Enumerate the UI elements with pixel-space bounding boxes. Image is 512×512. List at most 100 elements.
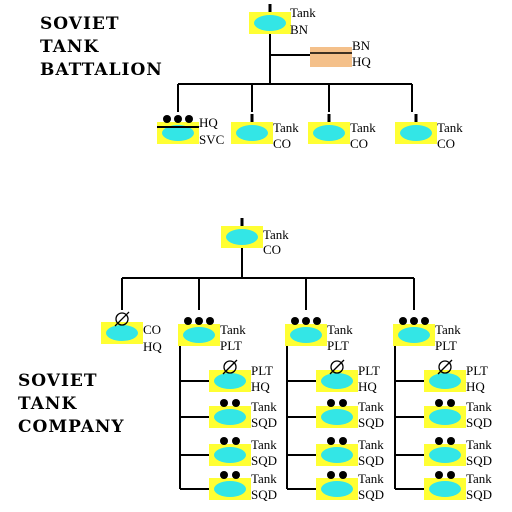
tank-squad-symbol bbox=[424, 471, 466, 500]
echelon-bar bbox=[268, 4, 272, 12]
unit-label: SQD bbox=[358, 487, 385, 502]
tank-squad-symbol bbox=[209, 399, 251, 428]
tank-ellipse bbox=[214, 373, 246, 389]
unit-label: Tank bbox=[290, 5, 316, 20]
tank-platoon-symbol bbox=[285, 317, 327, 346]
unit-label: CO bbox=[143, 322, 162, 337]
echelon-dot bbox=[220, 437, 228, 445]
unit-label: HQ bbox=[466, 379, 485, 394]
echelon-dot bbox=[232, 471, 240, 479]
unit-label: SVC bbox=[199, 132, 225, 147]
tank-company-symbol bbox=[308, 114, 350, 144]
unit-label: HQ bbox=[143, 339, 162, 354]
tank-ellipse bbox=[429, 373, 461, 389]
echelon-dot bbox=[435, 399, 443, 407]
tank-squad-symbol bbox=[316, 471, 358, 500]
unit-label: Tank bbox=[466, 471, 492, 486]
unit-label: Tank bbox=[251, 471, 277, 486]
tank-squad-symbol bbox=[316, 437, 358, 466]
tank-company-symbol bbox=[221, 218, 263, 248]
echelon-dot bbox=[327, 437, 335, 445]
tank-ellipse bbox=[290, 327, 322, 343]
tank-ellipse bbox=[183, 327, 215, 343]
headquarters-circle bbox=[115, 312, 129, 326]
echelon-bar bbox=[327, 114, 331, 122]
echelon-dot bbox=[399, 317, 407, 325]
tank-ellipse bbox=[321, 481, 353, 497]
unit-label: Tank bbox=[273, 120, 299, 135]
headquarters-circle bbox=[438, 360, 452, 374]
echelon-dot bbox=[313, 317, 321, 325]
headquarters-circle bbox=[223, 360, 237, 374]
tank-ellipse bbox=[214, 447, 246, 463]
unit-label: PLT bbox=[327, 338, 349, 353]
echelon-bar bbox=[414, 114, 418, 122]
battalion-heading-line: TANK bbox=[40, 37, 100, 57]
tank-ellipse bbox=[429, 447, 461, 463]
tank-ellipse bbox=[429, 409, 461, 425]
company-heading-line: SOVIET bbox=[18, 371, 98, 391]
echelon-dot bbox=[232, 437, 240, 445]
unit-label: HQ bbox=[251, 379, 270, 394]
headquarters-slash bbox=[222, 359, 238, 375]
headquarters-slash bbox=[114, 311, 130, 327]
tank-ellipse bbox=[226, 229, 258, 245]
company-heading: SOVIET TANK COMPANY bbox=[18, 370, 125, 439]
echelon-bar bbox=[240, 218, 244, 226]
tank-platoon-symbol bbox=[178, 317, 220, 346]
unit-label: Tank bbox=[466, 399, 492, 414]
unit-label: HQ bbox=[199, 115, 218, 130]
echelon-dot bbox=[339, 399, 347, 407]
tank-company-symbol bbox=[231, 114, 273, 144]
unit-label: HQ bbox=[358, 379, 377, 394]
tank-squad-symbol bbox=[209, 471, 251, 500]
echelon-dot bbox=[421, 317, 429, 325]
unit-label: Tank bbox=[263, 227, 289, 242]
unit-label: Tank bbox=[251, 437, 277, 452]
tank-ellipse bbox=[313, 125, 345, 141]
tank-ellipse bbox=[321, 409, 353, 425]
echelon-dot bbox=[195, 317, 203, 325]
tank-squad-symbol bbox=[209, 437, 251, 466]
unit-label: PLT bbox=[435, 338, 457, 353]
echelon-dot bbox=[339, 471, 347, 479]
echelon-dot bbox=[435, 437, 443, 445]
echelon-dot bbox=[339, 437, 347, 445]
company-heading-line: COMPANY bbox=[18, 417, 125, 437]
unit-label: SQD bbox=[358, 415, 385, 430]
echelon-dot bbox=[410, 317, 418, 325]
unit-label: Tank bbox=[220, 322, 246, 337]
echelon-dot bbox=[220, 471, 228, 479]
echelon-dot bbox=[206, 317, 214, 325]
unit-label: Tank bbox=[435, 322, 461, 337]
unit-label: SQD bbox=[466, 415, 493, 430]
echelon-dot bbox=[435, 471, 443, 479]
tank-squad-symbol bbox=[424, 437, 466, 466]
unit-label: SQD bbox=[251, 453, 278, 468]
tank-ellipse bbox=[254, 15, 286, 31]
company-hq-symbol bbox=[101, 311, 143, 344]
echelon-dot bbox=[447, 437, 455, 445]
echelon-dot bbox=[174, 115, 182, 123]
echelon-dot bbox=[327, 471, 335, 479]
unit-label: PLT bbox=[251, 363, 273, 378]
battalion-hq-box bbox=[310, 47, 352, 67]
tank-ellipse bbox=[321, 447, 353, 463]
unit-label: Tank bbox=[358, 399, 384, 414]
echelon-dot bbox=[163, 115, 171, 123]
unit-label: BN bbox=[290, 22, 309, 37]
tank-ellipse bbox=[400, 125, 432, 141]
unit-label: CO bbox=[350, 136, 369, 151]
echelon-dot bbox=[327, 399, 335, 407]
echelon-dot bbox=[302, 317, 310, 325]
tank-platoon-symbol bbox=[393, 317, 435, 346]
echelon-dot bbox=[447, 471, 455, 479]
tank-ellipse bbox=[398, 327, 430, 343]
echelon-dot bbox=[291, 317, 299, 325]
unit-label: CO bbox=[263, 242, 282, 257]
unit-label: PLT bbox=[466, 363, 488, 378]
unit-label: Tank bbox=[358, 471, 384, 486]
unit-label: Tank bbox=[327, 322, 353, 337]
unit-label: Tank bbox=[350, 120, 376, 135]
unit-label: HQ bbox=[352, 54, 371, 69]
